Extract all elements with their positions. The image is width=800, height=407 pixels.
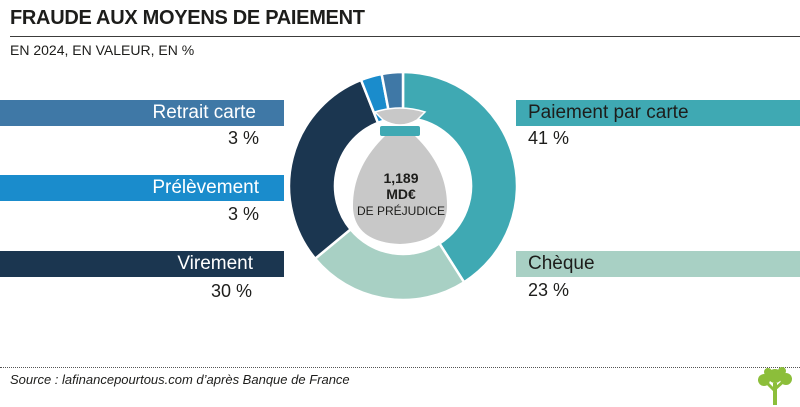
donut-slices [287,70,519,302]
legend-bar-virement [0,251,284,277]
legend-label-retrait-carte: Retrait carte [152,102,256,123]
legend-value-virement: 30 % [210,281,252,301]
legend-bar-cheque [516,251,800,277]
money-bag-icon [352,107,448,244]
center-value: 1,189 [383,170,418,186]
donut-slice-paiement-par-carte [401,70,519,284]
legend-label-virement: Virement [177,253,253,274]
legend-value-paiement-carte: 41 % [528,128,570,148]
center-caption: DE PRÉJUDICE [357,203,445,218]
donut-slice-virement [287,78,380,261]
source-note: Source : lafinancepourtous.com d’après B… [10,372,350,387]
tree-logo-icon [758,367,792,405]
title-rule [10,36,800,37]
legend-value-retrait-carte: 3 % [227,128,259,148]
legend-bar-prelevement [0,175,284,201]
legend-bar-paiement-carte [516,100,800,126]
legend-label-cheque: Chèque [528,253,595,274]
legend-value-cheque: 23 % [528,280,570,300]
legend-label-prelevement: Prélèvement [152,177,259,198]
legend-value-prelevement: 3 % [227,204,259,224]
legend-label-paiement-carte: Paiement par carte [528,102,689,123]
page-title: FRAUDE AUX MOYENS DE PAIEMENT [10,7,365,29]
center-unit: MD€ [386,186,416,202]
footer-divider [0,367,800,368]
legend-bar-retrait-carte [0,100,284,126]
page-subtitle: EN 2024, EN VALEUR, EN % [10,42,195,58]
